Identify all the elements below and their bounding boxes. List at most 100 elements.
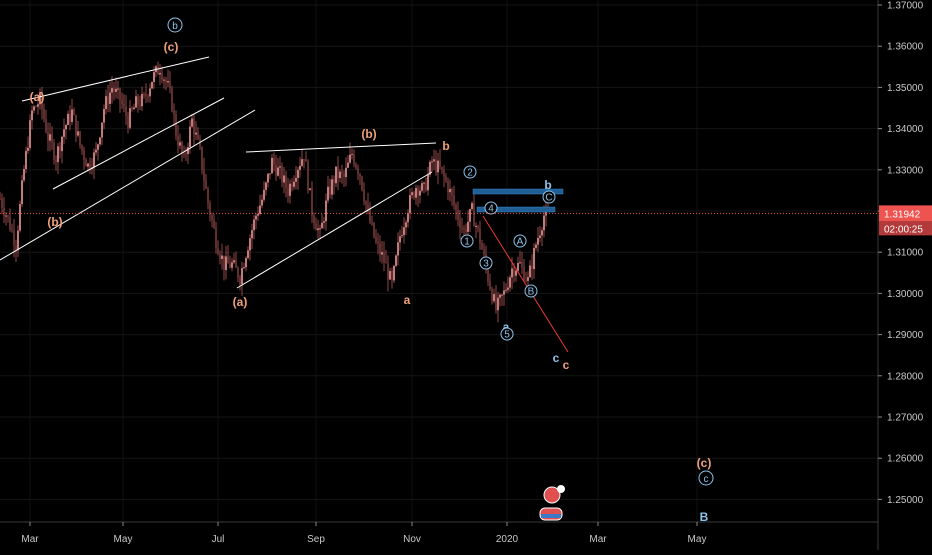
candle-body	[135, 96, 137, 108]
candle-body	[211, 215, 213, 221]
candle-body	[469, 209, 471, 222]
trendline-upper-channel-top[interactable]	[21, 56, 210, 102]
candle-body	[245, 258, 247, 268]
candle-body	[259, 205, 261, 214]
candle-body	[371, 222, 373, 224]
candle-body	[185, 153, 187, 155]
candle-body	[199, 139, 201, 147]
candle-body	[157, 66, 159, 75]
candle-body	[331, 179, 333, 195]
candle-body	[297, 169, 299, 178]
candle-body	[197, 132, 199, 140]
candle-body	[457, 209, 459, 220]
candle-body	[383, 252, 385, 263]
event-flag-icon[interactable]	[543, 486, 561, 504]
candle-body	[0, 198, 1, 200]
candle-body	[115, 88, 117, 92]
candle-body	[369, 209, 371, 223]
candle-body	[103, 108, 105, 123]
candle-body	[395, 255, 397, 266]
trendline-upper-channel-base[interactable]	[52, 97, 225, 190]
candle-body	[243, 267, 245, 269]
candle-body	[535, 244, 537, 248]
candle-body	[419, 190, 421, 196]
candle-body	[89, 163, 91, 170]
candle-body	[183, 152, 185, 154]
candle-body	[187, 147, 189, 154]
candle-body	[323, 221, 325, 223]
candle-body	[537, 237, 539, 245]
candle-body	[149, 88, 151, 97]
candle-body	[165, 79, 167, 83]
candle-body	[421, 183, 423, 191]
candle-body	[511, 268, 513, 278]
countdown-value: 02:00:25	[884, 224, 923, 235]
subwave-label: C	[545, 193, 552, 204]
candle-body	[37, 104, 39, 107]
candle-body	[265, 182, 267, 190]
candle-body	[487, 266, 489, 282]
candle-body	[129, 108, 131, 128]
wave-label: a	[503, 320, 510, 334]
trendline-b-top[interactable]	[245, 142, 437, 153]
candle-body	[45, 119, 47, 132]
candle-body	[39, 92, 41, 105]
candle-body	[167, 81, 169, 83]
resistance-box-upper[interactable]	[472, 188, 564, 195]
candle-body	[111, 88, 113, 93]
candle-body	[79, 131, 81, 146]
candle-body	[391, 271, 393, 281]
candle-body	[311, 188, 313, 216]
candle-body	[479, 228, 481, 244]
subwave-label: 1	[464, 237, 470, 248]
time-axis[interactable]: Mar May Jul Sep Nov 2020 Mar May	[0, 521, 878, 545]
candle-body	[283, 175, 285, 183]
candle-body	[467, 221, 469, 232]
candle-body	[315, 223, 317, 231]
candle-body	[85, 159, 87, 167]
last-price-value: 1.31942	[884, 209, 921, 220]
candle-body	[445, 176, 447, 182]
grid-layer	[0, 0, 878, 522]
candle-body	[521, 262, 523, 267]
candle-body	[223, 255, 225, 271]
candle-body	[291, 183, 293, 187]
candle-body	[333, 179, 335, 184]
subwave-label: 2	[467, 168, 473, 179]
trendline-long-channel[interactable]	[0, 109, 256, 261]
candle-body	[99, 137, 101, 145]
resistance-box-lower[interactable]	[476, 206, 556, 213]
candle-body	[505, 289, 507, 291]
projection-line-c[interactable]	[482, 215, 569, 353]
candle-body	[81, 145, 83, 151]
candle-body	[513, 268, 515, 276]
candle-body	[73, 109, 75, 115]
candle-body	[107, 96, 109, 104]
candle-body	[119, 88, 121, 101]
candle-body	[93, 152, 95, 168]
candle-body	[175, 114, 177, 137]
candle-body	[377, 241, 379, 244]
candle-body	[357, 167, 359, 175]
event-flag-stripe	[541, 514, 561, 518]
candle-body	[475, 225, 477, 227]
candle-body	[213, 220, 215, 228]
candle-body	[105, 96, 107, 109]
candle-body	[109, 92, 111, 104]
price-axis[interactable]: 1.370001.360001.350001.340001.330001.320…	[877, 0, 932, 550]
candle-body	[205, 180, 207, 189]
wave-label: (b)	[47, 215, 62, 229]
trendline-b-channel[interactable]	[236, 171, 433, 289]
candle-body	[153, 72, 155, 82]
candle-body	[59, 146, 61, 152]
time-tick-label: Nov	[403, 534, 421, 545]
candle-body	[161, 72, 163, 80]
candle-body	[13, 230, 15, 246]
subwave-label: A	[517, 237, 524, 248]
candle-body	[287, 187, 289, 196]
candle-body	[133, 107, 135, 110]
candle-body	[193, 118, 195, 135]
